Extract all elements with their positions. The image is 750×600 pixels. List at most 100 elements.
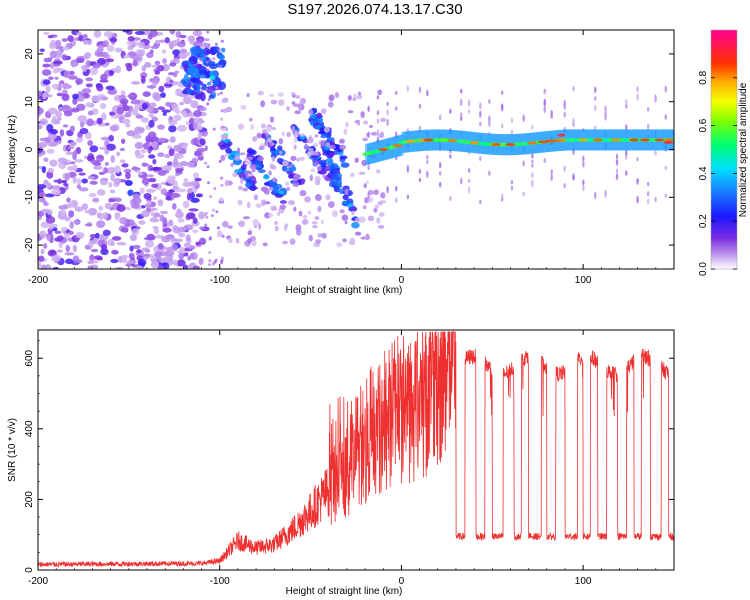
spike-dot <box>572 117 575 125</box>
noise-blob <box>107 89 117 95</box>
noise-blob <box>87 260 95 265</box>
fuzz-dot <box>344 220 348 225</box>
spike-dot <box>500 103 504 111</box>
noise-blob <box>162 58 167 64</box>
fuzz-dot <box>331 210 338 218</box>
fuzz-dot <box>242 187 249 192</box>
noise-blob <box>119 216 127 225</box>
noise-blob <box>40 266 48 269</box>
fuzz-dot <box>370 131 378 136</box>
patch-blob <box>209 63 218 70</box>
gap-dot <box>220 183 224 187</box>
fuzz-dot <box>308 109 314 116</box>
noise-blob <box>81 65 88 72</box>
fuzz-dot <box>315 180 321 186</box>
fuzz-dot <box>286 131 292 137</box>
noise-blob <box>151 207 158 211</box>
fuzz-dot <box>238 220 246 228</box>
patch-blob <box>218 54 225 61</box>
noise-blob <box>196 121 202 129</box>
noise-blob <box>88 239 95 248</box>
noise-blob <box>186 187 193 194</box>
patch-blob <box>201 83 207 88</box>
fuzz-dot <box>221 134 228 140</box>
noise-blob <box>40 248 45 255</box>
noise-blob <box>127 45 134 51</box>
spike-dot <box>460 98 463 106</box>
noise-blob <box>141 65 147 72</box>
fuzz-dot <box>342 238 347 243</box>
noise-blob <box>85 77 94 82</box>
fuzz-dot <box>246 156 253 161</box>
x-tick-label: -200 <box>28 275 48 286</box>
patch-blob <box>195 82 201 92</box>
noise-blob <box>148 145 154 151</box>
gap-dot <box>218 159 222 163</box>
fuzz-dot <box>377 224 385 229</box>
noise-blob <box>110 173 116 182</box>
noise-blob <box>102 211 109 220</box>
noise-blob <box>110 241 115 246</box>
tone-peak <box>447 139 458 143</box>
spike-dot <box>625 124 628 131</box>
noise-blob <box>96 220 106 228</box>
patch-blob <box>209 75 216 81</box>
spike-dot <box>594 104 597 112</box>
noise-blob <box>114 94 120 102</box>
spike-dot <box>467 99 471 108</box>
gap-dot <box>220 256 224 260</box>
fuzz-dot <box>344 188 349 196</box>
spike-dot <box>479 199 482 204</box>
noise-blob <box>85 83 93 88</box>
spike-dot <box>664 114 667 120</box>
noise-blob <box>52 69 59 74</box>
noise-blob <box>78 187 89 192</box>
noise-blob <box>66 197 71 203</box>
noise-blob <box>72 164 78 172</box>
noise-blob <box>125 219 135 226</box>
spike-dot <box>460 88 463 94</box>
fuzz-dot <box>282 160 289 166</box>
fuzz-dot <box>317 233 323 238</box>
spike-dot <box>543 105 546 114</box>
noise-blob <box>120 255 129 259</box>
fuzz-dot <box>227 225 233 229</box>
fuzz-dot <box>299 189 307 197</box>
spike-dot <box>582 184 585 192</box>
fuzz-dot <box>274 221 278 226</box>
gap-dot <box>220 176 224 180</box>
fuzz-dot <box>228 237 233 244</box>
noise-blob <box>176 208 182 214</box>
noise-blob <box>132 37 141 41</box>
noise-blob <box>39 137 50 142</box>
noise-blob <box>83 53 90 60</box>
spike-dot <box>625 170 628 176</box>
spike-dot <box>460 112 463 117</box>
fuzz-dot <box>353 96 357 101</box>
streak-blob <box>275 183 283 190</box>
noise-blob <box>109 111 116 116</box>
noise-blob <box>141 117 149 123</box>
gap-dot <box>207 181 211 185</box>
noise-blob <box>193 41 203 48</box>
fuzz-dot <box>313 142 318 148</box>
noise-blob <box>174 153 184 160</box>
spike-dot <box>543 157 546 164</box>
noise-blob <box>64 252 75 256</box>
spike-dot <box>500 123 504 129</box>
fuzz-dot <box>365 180 370 184</box>
noise-blob <box>182 96 192 105</box>
noise-blob <box>158 137 166 143</box>
gap-dot <box>203 43 207 47</box>
noise-blob <box>175 211 184 219</box>
spike-dot <box>654 196 657 203</box>
gap-dot <box>204 161 208 165</box>
gap-dot <box>204 145 208 149</box>
noise-blob <box>117 256 123 264</box>
noise-blob <box>83 39 89 46</box>
spike-dot <box>479 121 482 126</box>
fuzz-dot <box>356 94 363 100</box>
noise-blob <box>120 227 128 233</box>
gap-dot <box>218 48 222 52</box>
fuzz-dot <box>336 242 343 248</box>
